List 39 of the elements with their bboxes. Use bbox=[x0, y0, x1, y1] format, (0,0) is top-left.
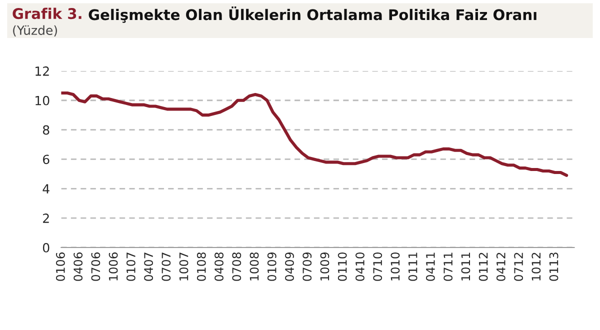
x-tick-label: 1012 bbox=[532, 252, 541, 280]
x-tick-label: 0411 bbox=[426, 252, 435, 281]
y-tick-label: 8 bbox=[42, 125, 50, 135]
x-tick-label: 1008 bbox=[250, 252, 259, 280]
x-tick-label: 0110 bbox=[338, 252, 347, 281]
x-tick-label: 0109 bbox=[267, 252, 276, 281]
chart-title: Grafik 3. Gelişmekte Olan Ülkelerin Ortalama Politika Faiz Oranı bbox=[12, 6, 536, 23]
x-tick-label: 0711 bbox=[444, 252, 453, 281]
x-tick-label: 1010 bbox=[390, 252, 400, 280]
x-tick-label: 1007 bbox=[179, 252, 188, 280]
x-tick-label: 0406 bbox=[74, 252, 83, 281]
chart-subtitle: (Yüzde) bbox=[13, 25, 57, 36]
x-tick-label: 0410 bbox=[356, 252, 364, 281]
x-tick-label: 0107 bbox=[126, 252, 136, 281]
x-tick-label: 1011 bbox=[461, 252, 470, 280]
x-tick-label: 0408 bbox=[214, 252, 224, 281]
y-tick-label: 2 bbox=[43, 214, 49, 223]
y-tick-label: 4 bbox=[42, 184, 50, 194]
x-tick-label: 0710 bbox=[373, 252, 382, 281]
x-tick-label: 1006 bbox=[108, 252, 118, 280]
y-tick-label: 12 bbox=[36, 66, 49, 76]
x-tick-label: 0709 bbox=[302, 252, 312, 281]
line-series bbox=[61, 91, 568, 177]
x-tick-label: 0708 bbox=[232, 252, 242, 281]
x-tick-label: 0707 bbox=[162, 252, 171, 281]
y-tick-label: 0 bbox=[42, 242, 50, 252]
x-tick-label: 0706 bbox=[91, 252, 100, 281]
x-tick-label: 0112 bbox=[478, 252, 488, 281]
x-tick-label: 0106 bbox=[56, 252, 65, 281]
x-tick-label: 1009 bbox=[320, 252, 330, 280]
x-tick-label: 0412 bbox=[496, 252, 506, 281]
y-tick-label: 10 bbox=[36, 96, 50, 106]
x-tick-label: 0108 bbox=[196, 252, 206, 281]
x-tick-label: 0409 bbox=[285, 252, 294, 281]
x-tick-label: 0113 bbox=[549, 252, 558, 281]
x-tick-label: 0407 bbox=[144, 252, 154, 281]
x-tick-label: 0111 bbox=[408, 252, 418, 281]
x-tick-label: 0712 bbox=[514, 252, 524, 281]
y-tick-label: 6 bbox=[43, 154, 50, 164]
